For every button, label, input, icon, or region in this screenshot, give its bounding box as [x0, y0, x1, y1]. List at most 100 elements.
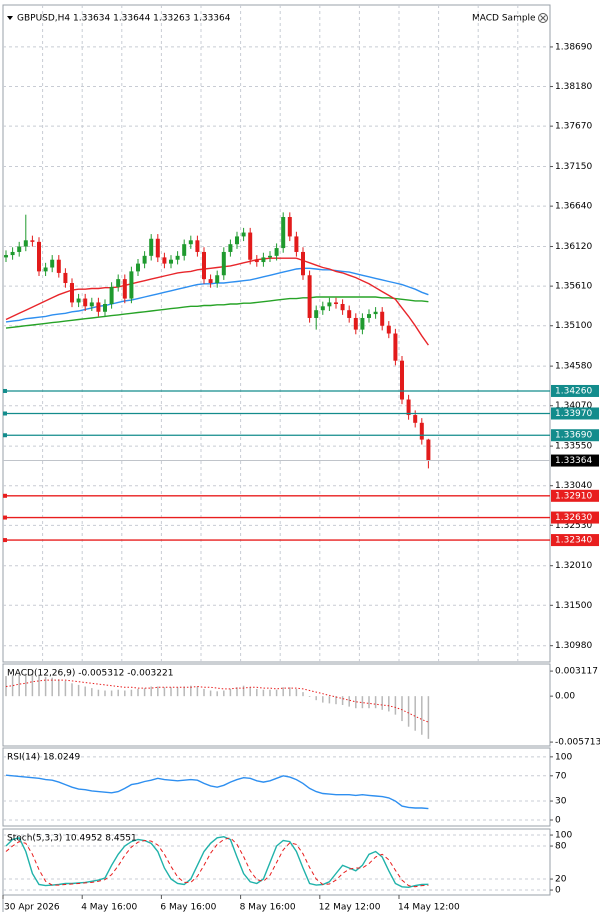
macd-bar: [104, 690, 106, 697]
expert-icon-cross: [540, 15, 546, 21]
candle-body: [56, 259, 61, 273]
candle-body: [334, 302, 338, 304]
macd-bar: [97, 689, 100, 697]
x-tick-label: 6 May 16:00: [160, 903, 216, 912]
expert-icon[interactable]: [538, 13, 548, 23]
level-marker: [3, 538, 7, 543]
candle-body: [274, 248, 279, 256]
macd-bar: [91, 688, 93, 697]
level-marker: [3, 433, 7, 438]
macd-bar: [137, 688, 139, 697]
y-tick-label: 1.37150: [555, 162, 592, 172]
macd-bar: [44, 676, 47, 697]
macd-bar: [209, 690, 212, 697]
candle-body: [426, 439, 431, 461]
x-tick-label: 14 May 12:00: [398, 903, 460, 912]
macd-bar: [302, 692, 304, 697]
candle-body: [320, 306, 325, 311]
level-label: 1.34260: [555, 386, 592, 396]
candle-body: [162, 257, 167, 264]
candle-body: [307, 275, 312, 318]
macd-bar: [143, 688, 146, 697]
chart-title: GBPUSD,H4 1.33634 1.33644 1.33263 1.3336…: [17, 14, 231, 24]
candle-body: [202, 251, 206, 280]
candle-body: [149, 238, 154, 256]
candle-body: [83, 298, 88, 307]
y-tick-label: 1.33550: [555, 442, 592, 452]
level-label: 1.33970: [555, 409, 592, 419]
candle-body: [23, 240, 28, 247]
level-label-box: [551, 384, 599, 397]
candle-body: [228, 244, 233, 252]
candle-body: [268, 255, 272, 258]
candle-body: [43, 267, 48, 272]
y-tick-label: 1.38180: [555, 82, 592, 92]
candle-body: [215, 275, 220, 284]
indicator-line: [5, 257, 429, 346]
macd-bar: [216, 691, 218, 697]
candle-body: [142, 255, 147, 264]
macd-bar: [242, 685, 245, 697]
macd-bar: [18, 674, 20, 697]
macd-bar: [11, 675, 14, 697]
candle-body: [208, 279, 213, 284]
macd-bar: [84, 686, 86, 697]
y-tick-label: 100: [555, 752, 572, 762]
macd-bar: [203, 688, 205, 697]
indicator-line: [5, 837, 429, 888]
indicator-line: [5, 296, 429, 329]
candle-body: [347, 310, 352, 318]
macd-bar: [401, 696, 403, 722]
y-tick-label: 1.32530: [555, 521, 592, 531]
macd-bar: [163, 687, 166, 697]
macd-pane: [2, 663, 551, 747]
macd-bar: [388, 696, 390, 712]
macd-bar: [183, 686, 185, 697]
macd-bar: [31, 673, 34, 697]
y-tick-label: 1.32010: [555, 561, 592, 571]
candle-body: [314, 310, 319, 318]
candle-body: [287, 217, 292, 237]
macd-bar: [25, 673, 27, 697]
candle-body: [30, 240, 35, 242]
y-tick-label: 0: [555, 816, 561, 826]
macd-bar: [176, 687, 179, 697]
candle-body: [406, 399, 411, 416]
y-tick-label: 1.35100: [555, 321, 592, 331]
candle-body: [89, 302, 94, 307]
level-label-box: [551, 407, 599, 420]
candle-body: [393, 333, 398, 361]
macd-bar: [58, 679, 60, 697]
macd-bar: [295, 688, 298, 697]
stoch-pane: [2, 828, 551, 896]
candle-body: [129, 271, 134, 299]
y-tick-label: 20: [555, 875, 567, 885]
y-tick-label: 1.34070: [555, 401, 592, 411]
collapse-arrow[interactable]: [7, 16, 13, 20]
y-tick-label: 1.37670: [555, 122, 592, 132]
macd-bar: [269, 689, 271, 697]
candle-body: [96, 302, 101, 312]
macd-bar: [124, 690, 126, 697]
y-tick-label: 0: [555, 886, 561, 896]
candle-body: [386, 325, 391, 334]
candle-body: [63, 272, 68, 284]
indicator-line: [5, 774, 429, 810]
level-label: 1.33690: [555, 431, 592, 441]
candle-body: [37, 241, 41, 272]
level-marker: [3, 411, 7, 416]
candle-body: [182, 244, 187, 256]
candle-body: [4, 255, 8, 258]
macd-bar: [51, 677, 53, 697]
macd-bar: [196, 686, 199, 697]
candle-body: [367, 314, 371, 318]
candle-body: [155, 238, 160, 258]
candle-body: [175, 255, 180, 260]
indicator-line: [5, 679, 429, 723]
indicator-line: [5, 835, 429, 889]
candle-body: [103, 303, 107, 312]
level-label-box: [551, 489, 599, 502]
x-tick-label: 30 Apr 2026: [4, 903, 60, 912]
y-tick-label: 1.38690: [555, 42, 592, 52]
